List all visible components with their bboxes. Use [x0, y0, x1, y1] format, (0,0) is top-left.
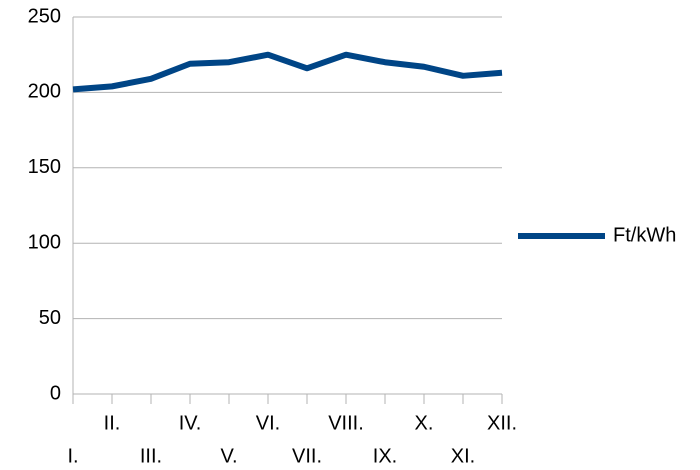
y-tick-label: 200 [28, 81, 61, 103]
x-tick-label: VIII. [328, 412, 364, 434]
x-tick-label: II. [104, 412, 121, 434]
x-tick-label: VI. [256, 412, 280, 434]
line [72, 51, 503, 93]
x-tick-label: IX. [373, 445, 397, 467]
y-tick-label: 150 [28, 156, 61, 178]
x-tick-label: X. [415, 412, 434, 434]
x-tick-label: I. [67, 445, 78, 467]
x-tick-label: IV. [179, 412, 202, 434]
y-tick-label: 250 [28, 5, 61, 27]
x-tick-label: XII. [487, 412, 517, 434]
y-tick-label: 50 [39, 307, 61, 329]
y-tick-label: 0 [50, 382, 61, 404]
y-tick-label: 100 [28, 231, 61, 253]
x-tick-label: XI. [451, 445, 475, 467]
x-tick-label: VII. [292, 445, 322, 467]
legend-label: Ft/kWh [613, 224, 676, 246]
x-tick-label: III. [140, 445, 162, 467]
x-tick-label: V. [220, 445, 237, 467]
